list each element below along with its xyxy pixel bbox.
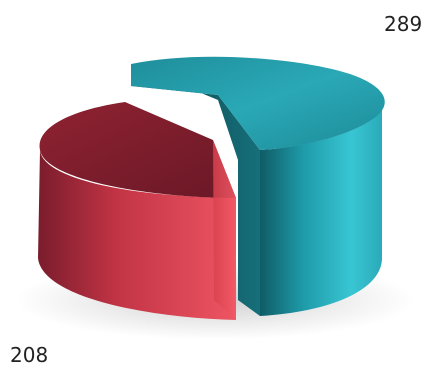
data-label-208: 208 bbox=[10, 343, 49, 367]
pie-slice-208-cut-face bbox=[213, 140, 236, 320]
pie-slice-208[interactable] bbox=[38, 102, 237, 320]
pie-slice-289[interactable] bbox=[131, 56, 385, 316]
pie-slice-208-side bbox=[38, 150, 236, 320]
pie-slice-208-top bbox=[39, 102, 237, 198]
pie-slice-289-top bbox=[131, 56, 385, 150]
data-label-289: 289 bbox=[384, 12, 423, 36]
pie-slice-289-inner-face bbox=[131, 64, 260, 316]
pie-slice-289-side bbox=[260, 100, 383, 316]
